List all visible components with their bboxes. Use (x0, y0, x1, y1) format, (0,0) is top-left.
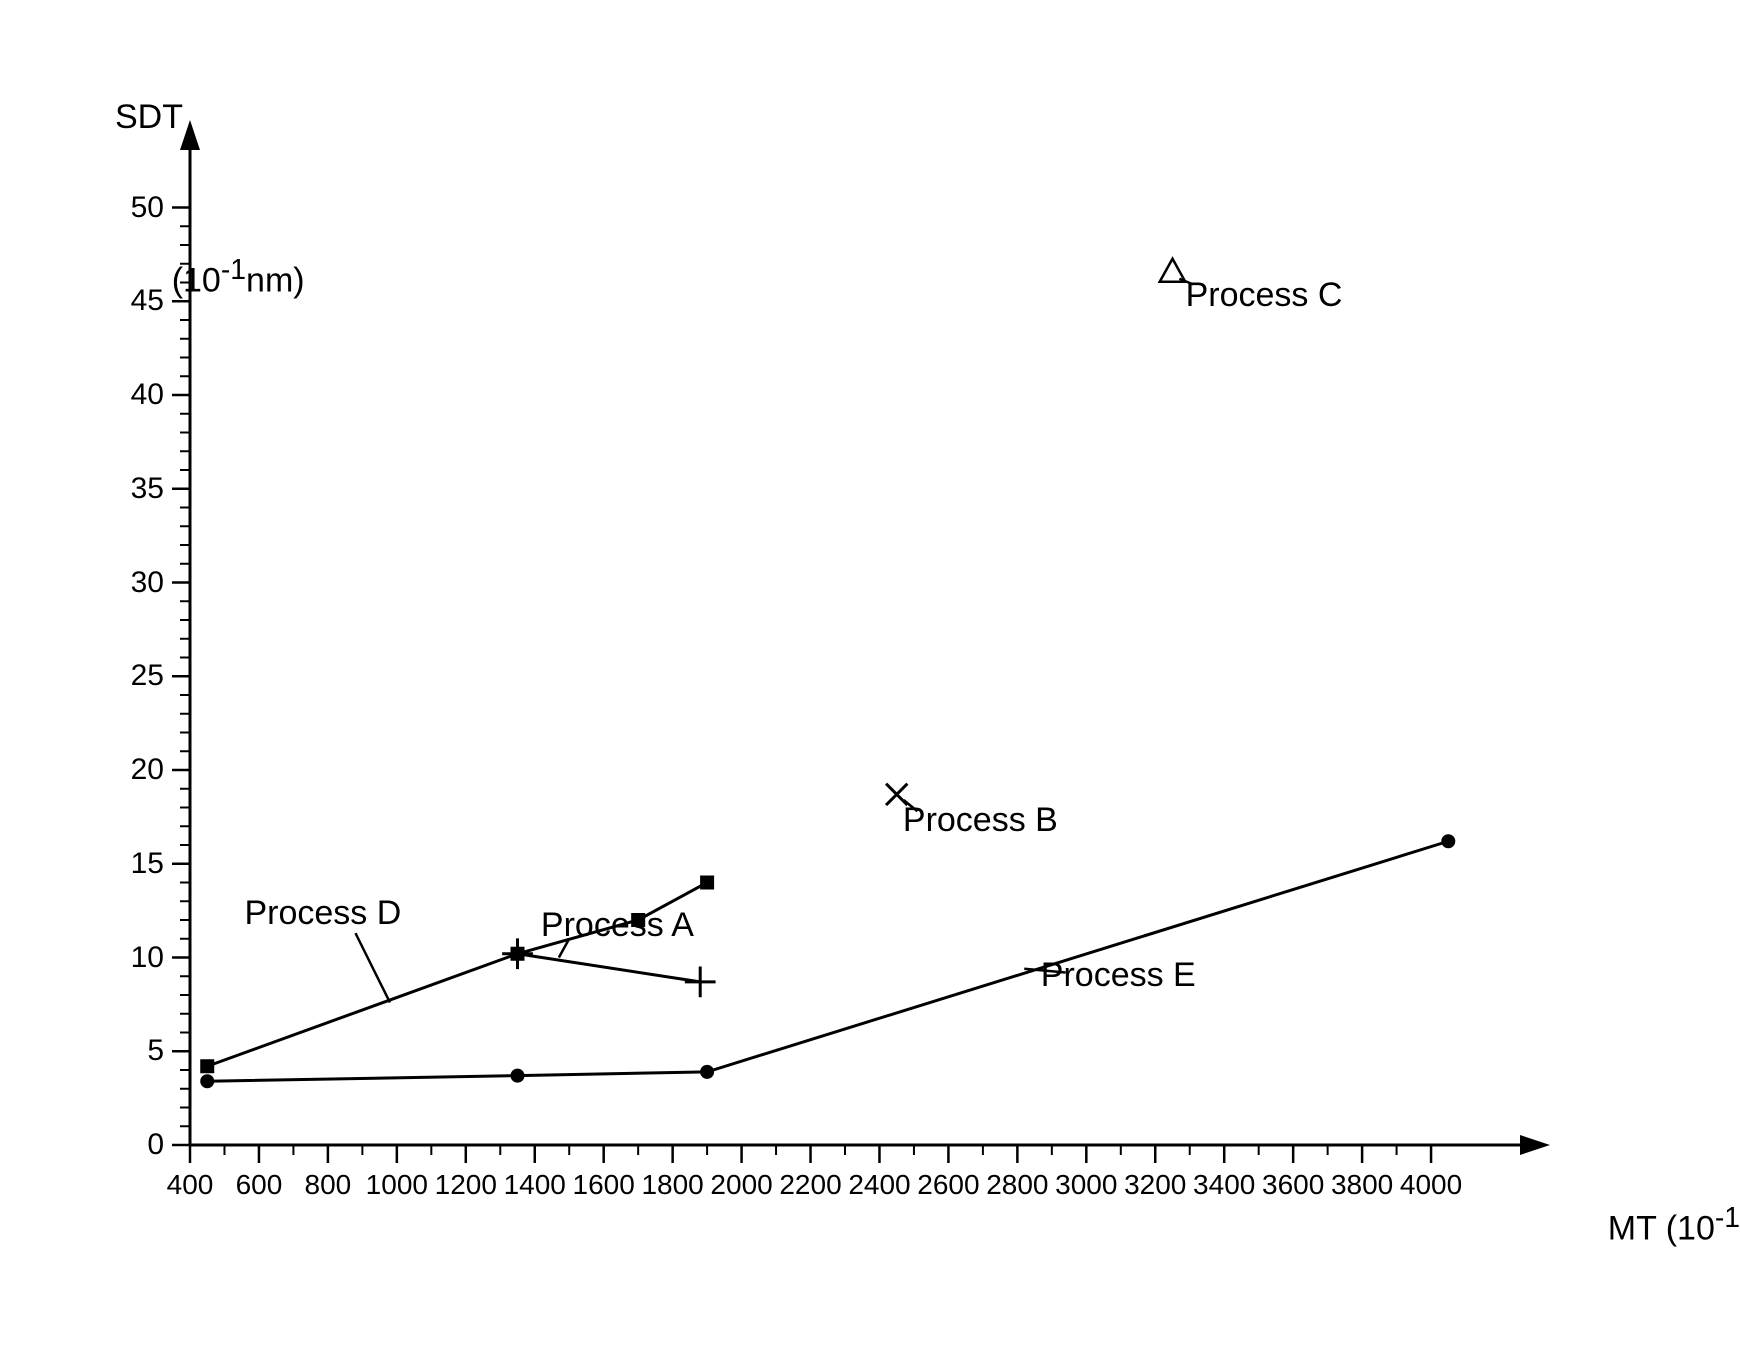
x-tick-label: 4000 (1391, 1169, 1471, 1201)
y-title-line1: SDT (115, 98, 183, 136)
y-title-line2a: (10 (172, 261, 221, 299)
y-tick-label: 0 (147, 1128, 164, 1162)
series-label-process-d: Process D (244, 894, 401, 933)
series-label-process-b: Process B (903, 801, 1058, 840)
y-tick-label: 25 (131, 659, 164, 693)
x-title-sup: -1 (1715, 1202, 1740, 1234)
y-tick-label: 45 (131, 284, 164, 318)
y-tick-label: 5 (147, 1034, 164, 1068)
y-tick-label: 30 (131, 566, 164, 600)
y-tick-label: 35 (131, 472, 164, 506)
series-label-process-c: Process C (1186, 276, 1343, 315)
series-label-process-e: Process E (1041, 956, 1196, 995)
y-tick-label: 40 (131, 378, 164, 412)
y-tick-label: 20 (131, 753, 164, 787)
y-tick-label: 50 (131, 191, 164, 225)
y-title-sup: -1 (221, 254, 246, 286)
chart-container: SDT (10-1nm) MT (10-1nm) 400600800100012… (0, 0, 1740, 1348)
series-label-process-a: Process A (541, 906, 694, 945)
x-axis-title: MT (10-1nm) (1570, 1163, 1740, 1287)
x-title-a: MT (10 (1608, 1209, 1715, 1247)
y-tick-label: 10 (131, 941, 164, 975)
y-title-line2b: nm) (246, 261, 305, 299)
y-tick-label: 15 (131, 847, 164, 881)
